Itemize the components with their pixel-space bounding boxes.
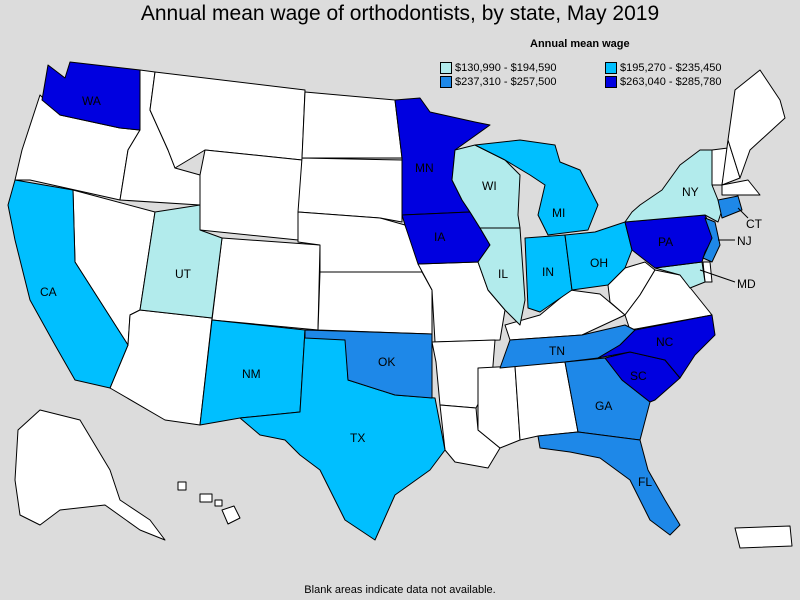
label-UT: UT	[175, 267, 192, 281]
state-labels: WA CA UT NM TX OK MN IA WI IL MI IN OH T…	[40, 94, 763, 489]
state-CT[interactable]	[717, 195, 743, 219]
label-GA: GA	[595, 399, 612, 413]
state-MS[interactable]	[477, 365, 521, 449]
legend-label-tier2: $195,270 - $235,450	[620, 62, 722, 74]
state-OH[interactable]	[564, 221, 633, 291]
callout-line-ct	[737, 207, 749, 219]
label-FL: FL	[638, 475, 652, 489]
state-ND[interactable]	[301, 91, 403, 159]
footnote: Blank areas indicate data not available.	[304, 584, 496, 596]
state-MI[interactable]	[474, 139, 599, 236]
state-NC[interactable]	[597, 314, 716, 379]
state-AK[interactable]	[14, 409, 166, 541]
no-data-states	[14, 69, 793, 549]
state-NJ[interactable]	[702, 217, 721, 263]
state-OK[interactable]	[304, 329, 433, 399]
territory-PR[interactable]	[734, 525, 793, 549]
legend-swatch-tier1	[440, 62, 452, 74]
state-LA[interactable]	[439, 404, 501, 469]
legend-swatch-tier4	[605, 76, 617, 88]
state-FL[interactable]	[537, 431, 681, 536]
state-NY[interactable]	[624, 149, 723, 223]
state-CA[interactable]	[7, 179, 129, 389]
label-NY: NY	[682, 185, 699, 199]
map-title: Annual mean wage of orthodontists, by st…	[140, 2, 660, 25]
label-NJ: NJ	[737, 234, 752, 248]
state-HI[interactable]	[177, 481, 241, 525]
state-ME[interactable]	[727, 69, 786, 179]
legend-item-tier3: $237,310 - $257,500	[440, 76, 605, 88]
legend-label-tier4: $263,040 - $285,780	[620, 76, 722, 88]
legend: Annual mean wage $130,990 - $194,590 $19…	[440, 38, 780, 88]
label-CT: CT	[746, 217, 763, 231]
callout-line-md	[699, 269, 736, 283]
label-WI: WI	[482, 179, 497, 193]
data-states	[7, 61, 743, 541]
state-CO[interactable]	[211, 237, 321, 331]
legend-label-tier1: $130,990 - $194,590	[455, 62, 557, 74]
label-MI: MI	[552, 206, 565, 220]
legend-swatch-tier3	[440, 76, 452, 88]
label-MD: MD	[737, 277, 756, 291]
legend-item-tier1: $130,990 - $194,590	[440, 62, 605, 74]
callout-lines	[699, 207, 749, 283]
legend-title: Annual mean wage	[530, 38, 630, 50]
state-WA[interactable]	[41, 61, 141, 131]
label-PA: PA	[658, 235, 673, 249]
state-IL[interactable]	[477, 227, 526, 326]
legend-item-tier2: $195,270 - $235,450	[605, 62, 775, 74]
state-WY[interactable]	[199, 149, 303, 241]
label-OH: OH	[590, 256, 608, 270]
label-TX: TX	[350, 431, 365, 445]
label-NC: NC	[656, 335, 674, 349]
label-MN: MN	[415, 161, 434, 175]
state-UT[interactable]	[139, 204, 223, 319]
label-NM: NM	[242, 367, 261, 381]
state-KS[interactable]	[317, 271, 433, 335]
label-IN: IN	[542, 265, 554, 279]
label-SC: SC	[630, 369, 647, 383]
legend-label-tier3: $237,310 - $257,500	[455, 76, 557, 88]
state-SD[interactable]	[297, 157, 403, 223]
legend-swatch-tier2	[605, 62, 617, 74]
label-WA: WA	[82, 94, 101, 108]
legend-item-tier4: $263,040 - $285,780	[605, 76, 775, 88]
label-TN: TN	[549, 344, 565, 358]
label-CA: CA	[40, 285, 57, 299]
label-IL: IL	[498, 267, 508, 281]
state-MA[interactable]	[721, 179, 761, 196]
state-IN[interactable]	[524, 234, 573, 313]
label-IA: IA	[434, 230, 445, 244]
label-OK: OK	[378, 355, 395, 369]
